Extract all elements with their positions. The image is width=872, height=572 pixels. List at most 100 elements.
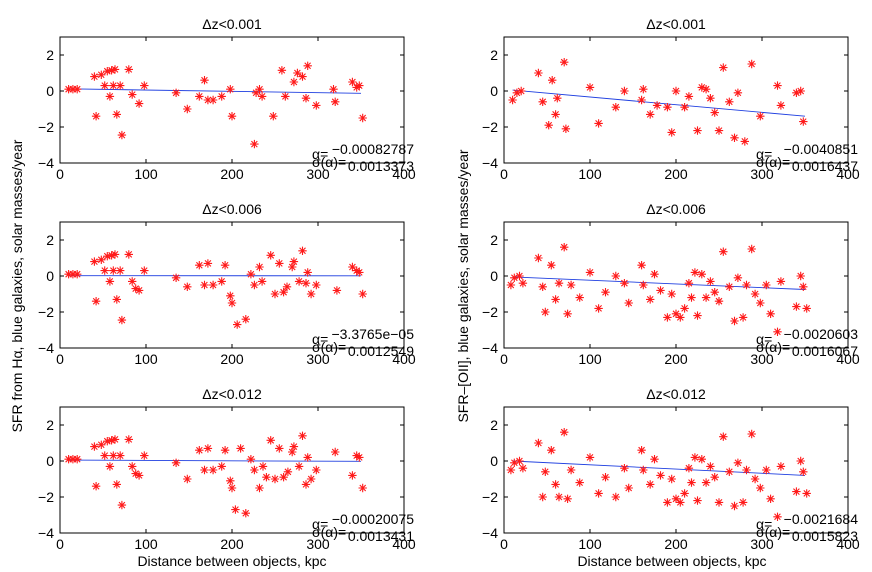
data-point xyxy=(283,467,293,476)
x-tick-label: 100 xyxy=(134,536,158,552)
data-point xyxy=(140,451,149,460)
data-point xyxy=(624,298,633,308)
data-point xyxy=(620,86,629,96)
data-point xyxy=(510,458,519,467)
data-point xyxy=(515,271,524,281)
data-point xyxy=(671,494,681,503)
y-tick-label: −2 xyxy=(38,489,54,505)
data-point xyxy=(671,86,681,96)
x-tick-label: 100 xyxy=(578,536,602,552)
ylabel-left: SFR from Hα, blue galaxies, solar masses… xyxy=(9,139,25,432)
data-point xyxy=(112,480,121,489)
y-tick-label: −2 xyxy=(482,119,498,135)
data-point xyxy=(269,112,278,121)
y-tick-label: 0 xyxy=(490,453,498,469)
sigma-value: 0.0012549 xyxy=(348,343,414,359)
data-point xyxy=(676,313,685,322)
data-point xyxy=(107,251,116,260)
data-point xyxy=(246,455,256,464)
data-point xyxy=(105,92,115,101)
data-point xyxy=(250,465,259,475)
data-point xyxy=(116,451,125,460)
data-point xyxy=(352,83,361,92)
data-point xyxy=(124,65,133,74)
data-point xyxy=(117,130,127,140)
fit-line xyxy=(68,88,362,94)
data-point xyxy=(100,81,109,90)
data-point xyxy=(690,453,700,462)
x-tick-label: 100 xyxy=(578,166,602,182)
data-point xyxy=(710,473,719,482)
data-point xyxy=(312,101,321,110)
data-point xyxy=(348,262,357,272)
data-point xyxy=(195,92,204,101)
data-point xyxy=(282,282,292,291)
data-point xyxy=(553,94,562,103)
data-point xyxy=(710,108,719,117)
data-point xyxy=(738,498,748,507)
data-point xyxy=(650,455,659,464)
panel-title: Δz<0.006 xyxy=(646,201,706,217)
data-point xyxy=(747,244,756,254)
y-tick-label: −2 xyxy=(482,489,498,505)
data-point xyxy=(110,65,120,74)
data-point xyxy=(226,476,235,485)
panel-title: Δz<0.001 xyxy=(202,16,262,32)
x-tick-label: 200 xyxy=(664,166,688,182)
data-point xyxy=(538,492,547,502)
data-point xyxy=(301,94,311,103)
data-point xyxy=(251,88,261,97)
data-point xyxy=(64,455,73,464)
data-point xyxy=(270,289,280,299)
alpha-value: −0.00082787 xyxy=(332,141,414,157)
data-point xyxy=(676,498,685,507)
sigma-value: 0.0013373 xyxy=(348,158,414,174)
data-point xyxy=(277,66,287,75)
data-point xyxy=(554,492,564,502)
y-tick-label: 2 xyxy=(490,47,498,63)
y-tick-label: 2 xyxy=(46,417,54,433)
y-tick-label: −4 xyxy=(38,155,54,171)
data-point xyxy=(719,63,728,72)
data-point xyxy=(563,309,572,318)
y-tick-label: 2 xyxy=(46,232,54,248)
data-point xyxy=(227,112,237,121)
data-point xyxy=(91,297,101,306)
data-point xyxy=(719,432,728,441)
data-point xyxy=(68,270,78,279)
alpha-label: α= xyxy=(312,146,328,162)
data-point xyxy=(710,288,719,297)
data-point xyxy=(773,327,782,336)
data-point xyxy=(128,277,137,286)
data-point xyxy=(693,126,702,135)
data-point xyxy=(747,59,756,69)
data-point xyxy=(601,288,610,297)
sigma-value: 0.0013431 xyxy=(348,528,414,544)
data-point xyxy=(575,293,584,302)
data-point xyxy=(203,259,213,268)
x-tick-label: 0 xyxy=(56,351,64,367)
alpha-value: −0.0021684 xyxy=(784,511,859,527)
ylabel-right: SFR–[OII], blue galaxies, solar masses/y… xyxy=(455,149,471,422)
scatter-panel-ha-dz0006: Δz<0.006 0 100 200 300 400 2 0 −2 −4 α=σ(α)=−3.376… xyxy=(38,201,416,367)
panel-title: Δz<0.012 xyxy=(646,386,706,402)
x-tick-label: 300 xyxy=(750,166,774,182)
data-point xyxy=(171,88,181,97)
data-point xyxy=(547,446,556,455)
panel-title: Δz<0.006 xyxy=(202,201,262,217)
x-tick-label: 100 xyxy=(578,351,602,367)
data-point xyxy=(200,280,209,290)
sigma-value: 0.0016437 xyxy=(792,158,858,174)
data-point xyxy=(288,262,297,272)
data-point xyxy=(348,77,357,87)
data-point xyxy=(217,277,226,286)
data-point xyxy=(97,440,106,449)
data-point xyxy=(358,289,367,299)
data-point xyxy=(97,255,106,264)
x-tick-label: 400 xyxy=(392,351,416,367)
data-point xyxy=(575,478,584,487)
data-point xyxy=(548,76,557,85)
data-point xyxy=(200,76,209,85)
data-point xyxy=(725,282,734,291)
data-point xyxy=(208,465,218,475)
